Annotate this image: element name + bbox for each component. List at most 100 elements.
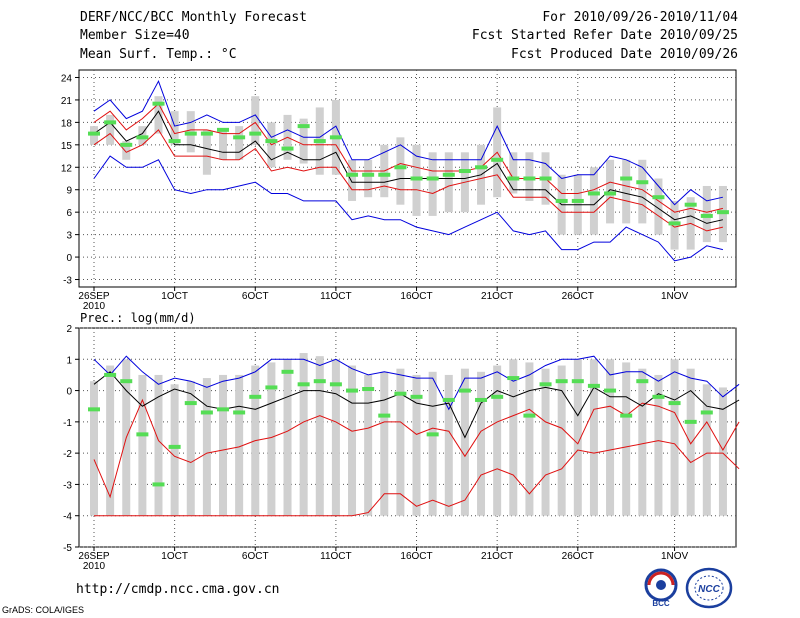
observed-marker <box>104 120 117 125</box>
ensemble-range-box <box>525 362 534 516</box>
ensemble-range-box <box>364 159 373 198</box>
ensemble-range-box <box>170 384 179 516</box>
y-tick-label: -5 <box>63 543 72 554</box>
ensemble-range-box <box>557 365 566 516</box>
observed-marker <box>652 195 665 200</box>
observed-marker <box>378 413 391 418</box>
x-tick-label: 6OCT <box>242 291 269 302</box>
ensemble-range-box <box>444 374 453 516</box>
observed-marker <box>507 176 520 181</box>
x-tick-label: 26OCT <box>562 551 594 562</box>
ensemble-range-box <box>654 178 663 235</box>
observed-marker <box>636 379 649 384</box>
series-outer-lower-line <box>94 440 740 517</box>
panel-temperature: -3 0 3 6 9 12 15 18 21 24 26SEP 1OCT 6OCT 11OCT 16OCT 2… <box>61 69 737 312</box>
y-tick-label: 6 <box>66 208 72 219</box>
ensemble-range-box <box>138 374 147 516</box>
observed-marker <box>281 146 294 151</box>
observed-marker <box>442 172 455 177</box>
observed-marker <box>539 382 552 387</box>
ensemble-range-box <box>396 137 405 205</box>
y-tick-label: 21 <box>61 96 73 107</box>
observed-marker <box>281 369 294 374</box>
observed-marker <box>555 379 568 384</box>
observed-marker <box>604 388 617 393</box>
observed-marker <box>313 139 326 144</box>
ensemble-range-box <box>202 129 211 175</box>
plot-frame <box>78 69 737 288</box>
x-tick-label: 6OCT <box>242 551 269 562</box>
ensemble-range-box <box>348 159 357 201</box>
observed-marker <box>700 213 713 218</box>
ensemble-range-box <box>315 356 324 516</box>
observed-marker <box>442 397 455 402</box>
ensemble-range-box <box>202 378 211 516</box>
y-tick-label: -3 <box>63 276 72 287</box>
chart-title: DERF/NCC/BCC Monthly Forecast <box>80 10 307 25</box>
observed-marker <box>636 180 649 185</box>
series-outer-upper-line <box>93 355 740 411</box>
observed-marker <box>346 172 359 177</box>
series-lower-percentile-line <box>93 129 724 232</box>
observed-marker <box>136 135 149 140</box>
observed-marker <box>88 131 100 136</box>
ensemble-range-box <box>412 374 421 516</box>
ensemble-range-box <box>541 368 550 516</box>
variable-label: Mean Surf. Temp.: °C <box>80 47 237 62</box>
series-lower-percentile-line <box>93 398 740 499</box>
x-tick-label: 21OCT <box>481 291 513 302</box>
observed-marker <box>329 382 342 387</box>
ensemble-range-box <box>606 359 615 516</box>
observed-marker <box>458 169 471 174</box>
observed-marker <box>362 387 375 392</box>
observed-marker <box>458 388 471 393</box>
observed-marker <box>217 407 230 412</box>
observed-marker <box>136 432 149 437</box>
observed-marker <box>88 407 100 412</box>
y-tick-label: -2 <box>63 449 72 460</box>
observed-marker <box>120 379 133 384</box>
y-tick-label: 24 <box>61 73 73 84</box>
ensemble-range-box <box>348 365 357 516</box>
ensemble-range-box <box>509 152 518 194</box>
observed-marker <box>233 410 246 415</box>
observed-marker <box>668 221 681 226</box>
x-tick-label: 11OCT <box>320 551 352 562</box>
observed-marker <box>426 432 439 437</box>
observed-marker <box>684 419 697 424</box>
observed-marker <box>587 383 600 388</box>
ensemble-range-box <box>460 368 469 516</box>
ensemble-range-box <box>106 114 115 145</box>
footer-url[interactable]: http://cmdp.ncc.cma.gov.cn <box>76 582 280 597</box>
observed-marker <box>394 165 407 170</box>
ensemble-range-box <box>396 368 405 516</box>
ensemble-range-box <box>122 141 131 160</box>
ensemble-range-box <box>235 126 244 160</box>
series-upper-percentile-line <box>93 102 724 213</box>
ensemble-range-box <box>219 374 228 516</box>
observed-marker <box>555 198 568 203</box>
member-size-label: Member Size=40 <box>80 28 190 43</box>
ensemble-range-box <box>654 374 663 516</box>
observed-marker <box>394 391 407 396</box>
y-tick-label: -3 <box>63 480 72 491</box>
x-tick-label: 21OCT <box>481 551 513 562</box>
observed-marker <box>571 379 584 384</box>
observed-marker <box>313 379 326 384</box>
observed-marker <box>297 124 310 129</box>
ensemble-range-box <box>106 365 115 516</box>
ensemble-range-box <box>622 362 631 516</box>
y-tick-label: 0 <box>66 387 72 398</box>
observed-marker <box>523 413 536 418</box>
ensemble-range-box <box>718 387 727 516</box>
observed-marker <box>684 202 697 207</box>
ensemble-range-box <box>573 359 582 516</box>
x-tick-label: 16OCT <box>400 291 432 302</box>
ensemble-range-box <box>686 368 695 516</box>
ensemble-range-box <box>299 353 308 516</box>
observed-marker <box>716 210 729 215</box>
observed-marker <box>362 172 375 177</box>
grads-credit: GrADS: COLA/IGES <box>2 605 85 615</box>
y-tick-label: 1 <box>66 355 72 366</box>
ensemble-range-box <box>186 381 195 516</box>
